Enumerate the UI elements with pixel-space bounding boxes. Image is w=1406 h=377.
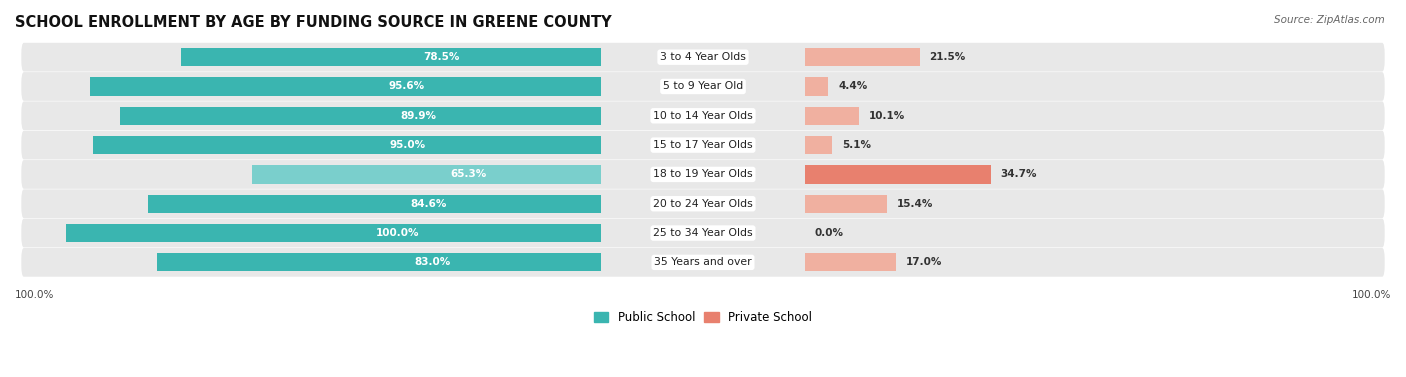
Bar	[804, 253, 896, 271]
Bar	[66, 224, 602, 242]
Bar	[804, 77, 828, 95]
Bar	[252, 166, 602, 184]
FancyBboxPatch shape	[21, 131, 1385, 159]
Text: SCHOOL ENROLLMENT BY AGE BY FUNDING SOURCE IN GREENE COUNTY: SCHOOL ENROLLMENT BY AGE BY FUNDING SOUR…	[15, 15, 612, 30]
FancyBboxPatch shape	[21, 189, 1385, 218]
Text: 25 to 34 Year Olds: 25 to 34 Year Olds	[654, 228, 752, 238]
Text: 78.5%: 78.5%	[423, 52, 460, 62]
Bar	[93, 136, 602, 154]
FancyBboxPatch shape	[21, 219, 1385, 247]
Text: 83.0%: 83.0%	[415, 257, 450, 267]
Text: 65.3%: 65.3%	[450, 169, 486, 179]
Text: 100.0%: 100.0%	[375, 228, 419, 238]
Text: 84.6%: 84.6%	[411, 199, 447, 209]
Text: 5 to 9 Year Old: 5 to 9 Year Old	[662, 81, 744, 92]
FancyBboxPatch shape	[21, 160, 1385, 189]
Legend: Public School, Private School: Public School, Private School	[589, 307, 817, 329]
Text: 10 to 14 Year Olds: 10 to 14 Year Olds	[654, 111, 752, 121]
FancyBboxPatch shape	[21, 248, 1385, 277]
Text: 100.0%: 100.0%	[1351, 290, 1391, 300]
Text: Source: ZipAtlas.com: Source: ZipAtlas.com	[1274, 15, 1385, 25]
Text: 17.0%: 17.0%	[905, 257, 942, 267]
Text: 89.9%: 89.9%	[401, 111, 436, 121]
Text: 95.0%: 95.0%	[389, 140, 426, 150]
Bar	[181, 48, 602, 66]
Text: 15.4%: 15.4%	[897, 199, 934, 209]
Text: 10.1%: 10.1%	[869, 111, 905, 121]
FancyBboxPatch shape	[21, 101, 1385, 130]
FancyBboxPatch shape	[21, 43, 1385, 72]
Text: 20 to 24 Year Olds: 20 to 24 Year Olds	[654, 199, 752, 209]
Text: 18 to 19 Year Olds: 18 to 19 Year Olds	[654, 169, 752, 179]
Bar	[804, 136, 832, 154]
Text: 21.5%: 21.5%	[929, 52, 966, 62]
Text: 95.6%: 95.6%	[388, 81, 425, 92]
Text: 100.0%: 100.0%	[15, 290, 55, 300]
Bar	[804, 166, 991, 184]
FancyBboxPatch shape	[21, 72, 1385, 101]
Text: 3 to 4 Year Olds: 3 to 4 Year Olds	[659, 52, 747, 62]
Text: 4.4%: 4.4%	[838, 81, 868, 92]
Bar	[804, 195, 887, 213]
Bar	[804, 107, 859, 125]
Bar	[120, 107, 602, 125]
Text: 0.0%: 0.0%	[814, 228, 844, 238]
Text: 5.1%: 5.1%	[842, 140, 870, 150]
Bar	[157, 253, 602, 271]
Text: 34.7%: 34.7%	[1000, 169, 1036, 179]
Bar	[90, 77, 602, 95]
Bar	[804, 48, 920, 66]
Bar	[149, 195, 602, 213]
Text: 35 Years and over: 35 Years and over	[654, 257, 752, 267]
Text: 15 to 17 Year Olds: 15 to 17 Year Olds	[654, 140, 752, 150]
